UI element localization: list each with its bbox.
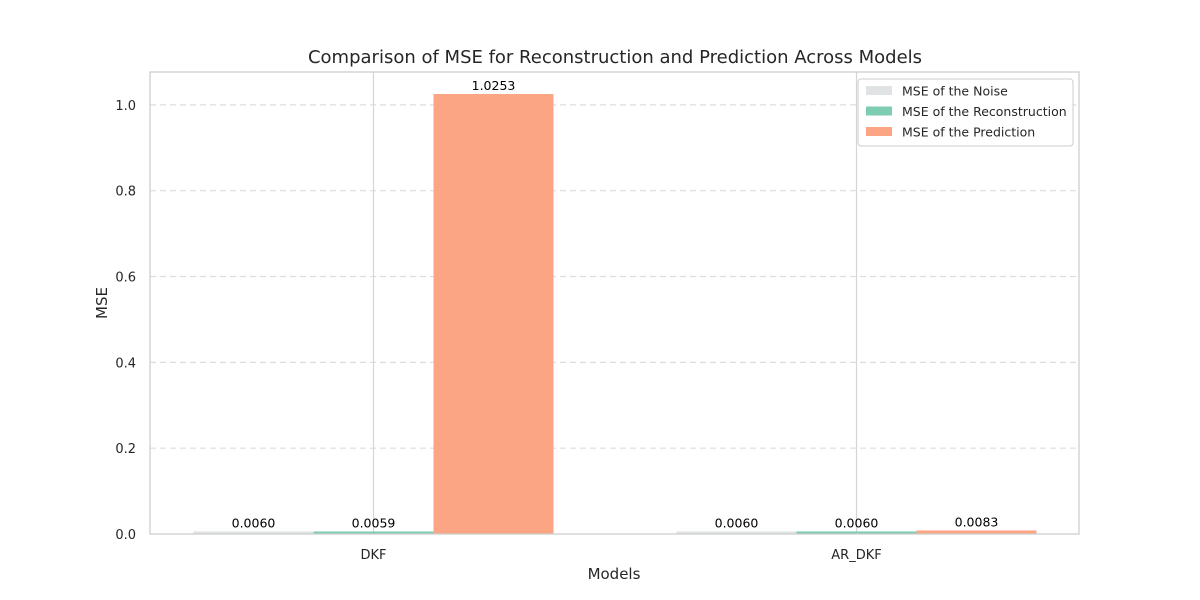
grid-layer	[150, 72, 1079, 534]
bar-value-label: 0.0060	[835, 515, 879, 530]
legend-swatch	[866, 86, 892, 95]
plot-frame	[149, 71, 1080, 535]
legend-swatch	[866, 106, 892, 116]
data-labels-layer: 0.0060 0.0060 0.0059 0.0060 1.0253 0.0083	[232, 78, 999, 530]
x-axis-label: Models	[588, 565, 641, 583]
bar-value-label: 0.0060	[232, 515, 276, 530]
bar-value-label: 0.0083	[955, 514, 999, 529]
x-tick-label: AR_DKF	[831, 548, 881, 563]
legend-label: MSE of the Reconstruction	[902, 104, 1067, 119]
bar	[676, 531, 797, 534]
legend-label: MSE of the Noise	[902, 84, 1008, 99]
x-tick-label: DKF	[360, 548, 386, 563]
bar	[313, 531, 434, 534]
y-axis-label: MSE	[93, 287, 111, 319]
y-tick-label: 1.0	[115, 99, 136, 114]
legend-swatch	[866, 127, 892, 136]
bar	[193, 531, 314, 534]
y-tick-label: 0.4	[115, 356, 136, 371]
bars-layer	[193, 94, 1037, 534]
legend-box	[857, 78, 1074, 147]
ticks-layer: 0.0 0.2 0.4 0.6 0.8 1.0 DKF AR_DKF	[115, 99, 881, 563]
bar-value-label: 0.0060	[715, 515, 759, 530]
bar-value-label: 0.0059	[352, 515, 396, 530]
bar-value-label: 1.0253	[472, 78, 516, 93]
legend: MSE of the Noise MSE of the Reconstructio…	[857, 78, 1074, 147]
chart-title: Comparison of MSE for Reconstruction and…	[308, 47, 922, 68]
y-tick-label: 0.6	[115, 271, 136, 286]
y-tick-label: 0.8	[115, 185, 136, 200]
y-tick-label: 0.0	[115, 528, 136, 543]
bar	[433, 94, 554, 534]
y-tick-label: 0.2	[115, 442, 136, 457]
bar	[796, 531, 917, 534]
legend-label: MSE of the Prediction	[902, 125, 1035, 140]
bar	[916, 530, 1037, 534]
